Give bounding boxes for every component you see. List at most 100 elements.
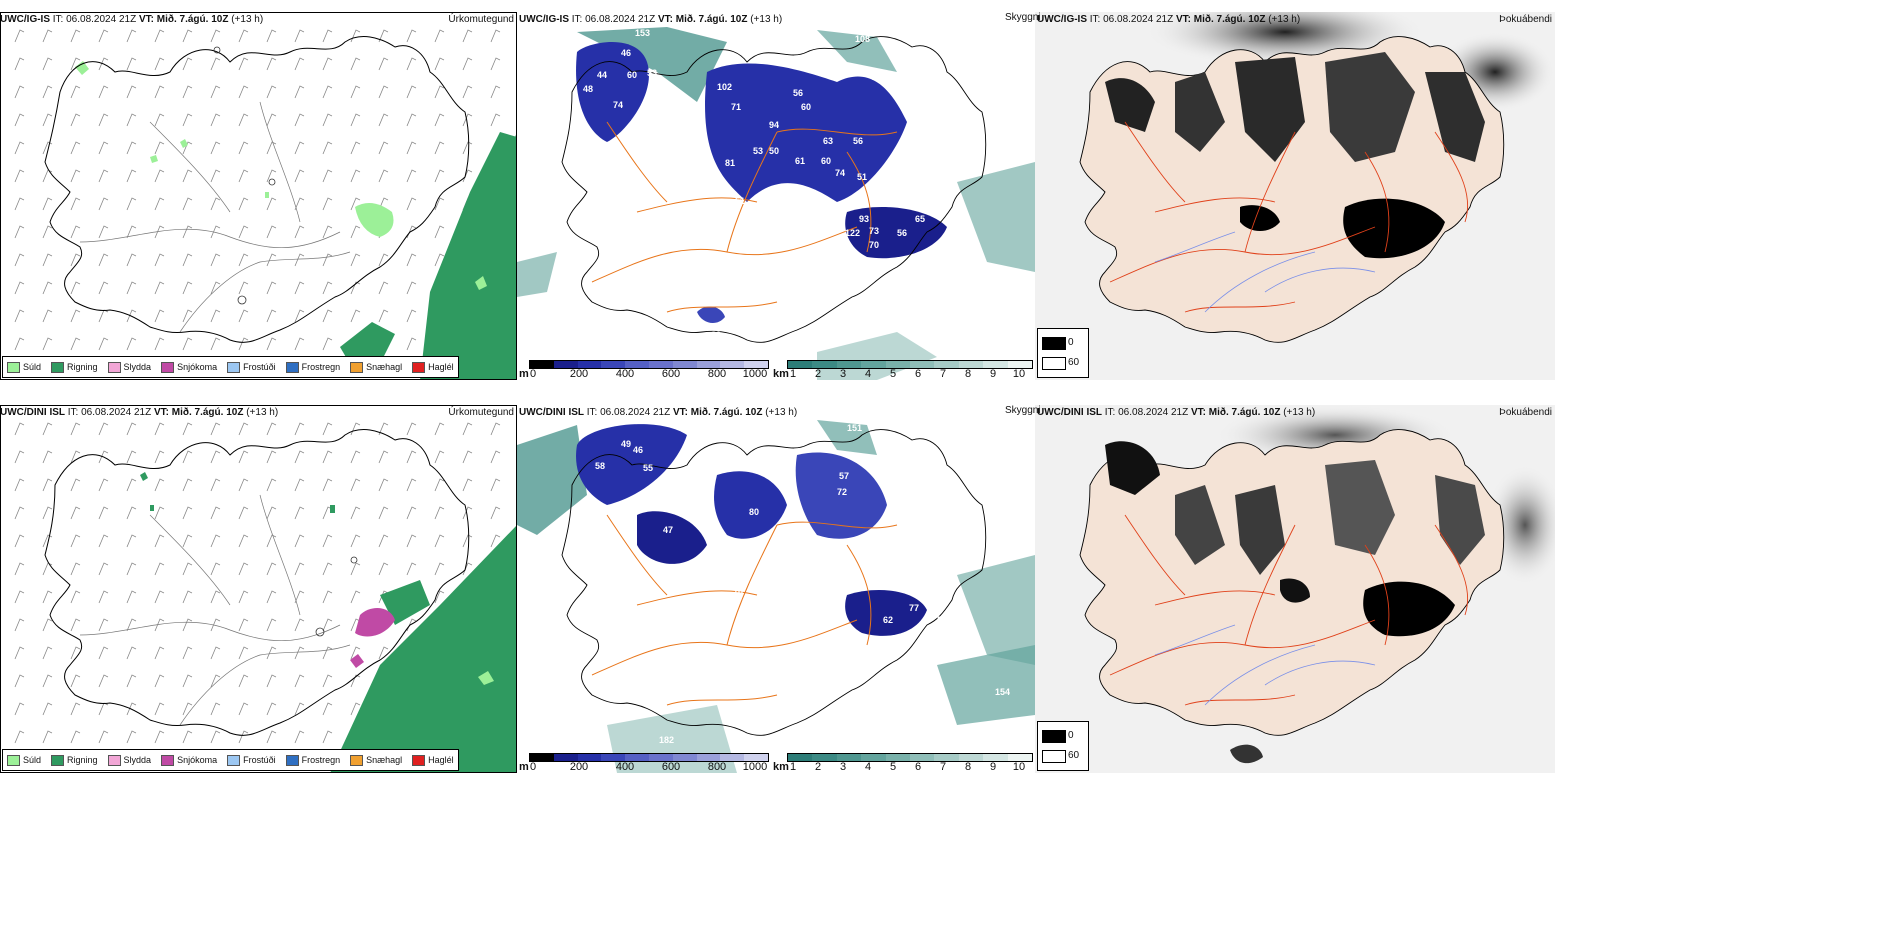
- peak-label: 51: [857, 172, 868, 182]
- wind-barb: [294, 85, 305, 99]
- peak-label: 60: [821, 156, 832, 166]
- wind-barb: [266, 57, 277, 71]
- wind-barb: [70, 169, 81, 183]
- wind-barb: [238, 85, 249, 99]
- wind-barb: [14, 57, 25, 71]
- wind-barb: [210, 309, 221, 323]
- wind-barb: [322, 422, 333, 436]
- wind-barb: [350, 450, 361, 464]
- wind-barb: [210, 562, 221, 576]
- wind-barb: [490, 534, 501, 548]
- peak-label: 55: [679, 573, 690, 583]
- wind-barb: [434, 478, 445, 492]
- visibility-tick: 10: [1012, 368, 1026, 380]
- wind-barb: [154, 450, 165, 464]
- ceiling-colorbar-segment: [625, 361, 649, 368]
- legend-item: Frostúði: [227, 361, 276, 373]
- wind-barb: [42, 562, 53, 576]
- wind-barb: [70, 422, 81, 436]
- visibility-tick: 1: [789, 761, 797, 773]
- panel-title-visibility: Skyggni: [1005, 405, 1041, 416]
- wind-barb: [350, 534, 361, 548]
- wind-barb: [42, 506, 53, 520]
- visibility-colorbar-segment: [812, 754, 837, 761]
- wind-barb: [238, 169, 249, 183]
- wind-barb: [322, 534, 333, 548]
- peak-label: 60: [627, 70, 638, 80]
- wind-barb: [238, 478, 249, 492]
- visibility-colorbar-segment: [958, 361, 984, 368]
- wind-barb: [98, 169, 109, 183]
- ceiling-tick: 600: [661, 368, 681, 380]
- wind-barb: [322, 141, 333, 155]
- ceiling-colorbar-segment: [530, 754, 554, 761]
- wind-barb: [322, 450, 333, 464]
- visibility-colorbar-segment: [836, 754, 862, 761]
- wind-barb: [238, 730, 249, 744]
- wind-barb: [434, 57, 445, 71]
- wind-barb: [14, 422, 25, 436]
- peak-label: 127: [831, 567, 847, 577]
- visibility-colorbar-segment: [958, 754, 984, 761]
- wind-barb: [322, 113, 333, 127]
- visibility-tick: 9: [989, 368, 997, 380]
- legend-item: Súld: [7, 754, 41, 766]
- visibility-tick: 5: [889, 368, 897, 380]
- legend-swatch: [107, 361, 121, 373]
- wind-barb: [14, 141, 25, 155]
- wind-barb: [182, 197, 193, 211]
- ceiling-colorbar-segment: [672, 754, 697, 761]
- wind-barb: [210, 29, 221, 43]
- wind-barb: [462, 57, 473, 71]
- wind-barb: [126, 422, 137, 436]
- visibility-tick: 8: [964, 761, 972, 773]
- wind-barb: [322, 281, 333, 295]
- peak-label: 56: [793, 88, 804, 98]
- wind-barb: [182, 29, 193, 43]
- wind-barb: [42, 702, 53, 716]
- wind-barb: [70, 29, 81, 43]
- peak-label: 46: [621, 48, 632, 58]
- wind-barb: [266, 225, 277, 239]
- wind-barb: [154, 674, 165, 688]
- wind-barb: [406, 450, 417, 464]
- ceiling-visibility-panel-row1: UWC/IG-IS IT: 06.08.2024 21Z VT: Mið. 7.…: [517, 12, 1035, 380]
- wind-barb: [294, 309, 305, 323]
- wind-barb: [322, 225, 333, 239]
- peak-label: 53: [753, 146, 764, 156]
- peak-label: 70: [733, 587, 744, 597]
- visibility-colorbar: [787, 753, 1033, 762]
- wind-barb: [406, 618, 417, 632]
- wind-barb: [154, 534, 165, 548]
- wind-barb: [14, 225, 25, 239]
- panel-title-visibility: Skyggni: [1005, 12, 1041, 23]
- peak-label: 74: [613, 100, 624, 110]
- wind-barb: [126, 281, 137, 295]
- wind-barb: [182, 674, 193, 688]
- wind-barb: [322, 85, 333, 99]
- fog-legend-value: 0: [1068, 730, 1074, 741]
- wind-barb: [210, 225, 221, 239]
- wind-barb: [266, 422, 277, 436]
- wind-barb: [154, 730, 165, 744]
- wind-barb: [266, 590, 277, 604]
- wind-barb: [434, 253, 445, 267]
- wind-barb: [322, 478, 333, 492]
- wind-barb: [238, 141, 249, 155]
- wind-barb: [294, 478, 305, 492]
- wind-barb: [322, 337, 333, 351]
- ceiling-unit: m: [519, 368, 529, 380]
- wind-barb: [14, 113, 25, 127]
- wind-barb: [182, 169, 193, 183]
- wind-barb: [350, 169, 361, 183]
- wind-barb: [322, 197, 333, 211]
- wind-barb: [266, 646, 277, 660]
- wind-barb: [70, 85, 81, 99]
- wind-barb: [238, 702, 249, 716]
- fog-legend-value: 60: [1068, 357, 1080, 368]
- visibility-tick: 7: [939, 761, 947, 773]
- wind-barb: [238, 253, 249, 267]
- wind-barb: [154, 85, 165, 99]
- wind-barb: [70, 590, 81, 604]
- peak-label: 53: [659, 483, 670, 493]
